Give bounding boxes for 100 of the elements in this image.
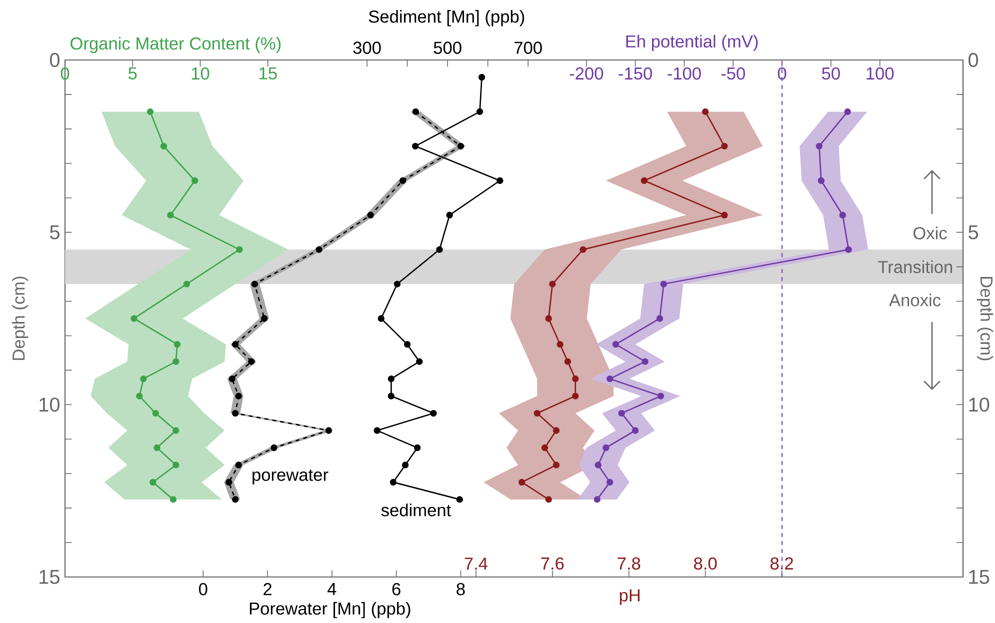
point xyxy=(183,280,190,288)
point xyxy=(556,341,564,348)
x2-tick-label: -50 xyxy=(721,67,745,80)
x-tick-label: 6 xyxy=(392,583,400,596)
point xyxy=(167,212,174,218)
x-tick-label: 7.4 xyxy=(464,558,488,570)
x2-tick-label: 500 xyxy=(434,42,462,54)
x2-tick-label: -200 xyxy=(570,67,604,80)
x-tick-label: 2 xyxy=(264,583,272,596)
point xyxy=(390,478,397,486)
point xyxy=(721,142,728,150)
point xyxy=(496,177,504,184)
x-axis-title: pH xyxy=(620,589,640,605)
y2-tick-label: 10 xyxy=(969,398,990,412)
x-tick-label: 8 xyxy=(456,583,465,596)
x-tick-label: 7.8 xyxy=(618,557,640,570)
point xyxy=(174,341,181,348)
point xyxy=(606,478,614,486)
point xyxy=(594,462,602,468)
point xyxy=(236,246,243,253)
point xyxy=(430,410,437,417)
x-axis-title: Porewater [Mn] (ppb) xyxy=(250,602,410,618)
x2-tick-label: 15 xyxy=(260,67,277,80)
point xyxy=(130,315,138,322)
x-tick-label: 8.0 xyxy=(694,557,717,570)
point xyxy=(412,142,419,150)
point xyxy=(136,392,143,400)
point xyxy=(541,444,548,452)
point xyxy=(172,427,180,434)
point xyxy=(580,246,586,253)
point xyxy=(160,142,168,150)
point xyxy=(414,444,421,452)
point xyxy=(642,358,648,365)
point xyxy=(146,108,154,116)
point xyxy=(374,427,380,434)
point xyxy=(518,478,526,486)
point xyxy=(552,462,560,468)
point xyxy=(154,444,160,452)
x-tick-label: 4 xyxy=(328,583,336,595)
x2-tick-label: 5 xyxy=(128,67,137,80)
y2-tick-label: 15 xyxy=(969,570,990,584)
y2-tick-label: 5 xyxy=(968,225,978,240)
point xyxy=(606,375,614,382)
x-tick-label: 7.6 xyxy=(541,557,564,570)
point xyxy=(818,177,824,184)
point xyxy=(594,496,600,503)
point xyxy=(436,246,443,253)
x2-tick-label: 50 xyxy=(822,67,840,80)
x2-tick-label: -100 xyxy=(668,67,701,80)
y-tick-label: 10 xyxy=(40,398,60,412)
x2-tick-label: 0 xyxy=(778,67,786,80)
point xyxy=(602,444,610,452)
point xyxy=(378,315,384,322)
point xyxy=(192,177,198,184)
annotation: Anoxic xyxy=(889,294,941,306)
point xyxy=(394,280,401,288)
point xyxy=(844,108,851,116)
x2-tick-label: 300 xyxy=(353,42,381,54)
point xyxy=(388,392,395,400)
point xyxy=(640,177,648,184)
point xyxy=(150,478,156,486)
x-tick-label: 8.2 xyxy=(770,557,793,570)
point xyxy=(172,358,180,365)
x2-axis-title: Sediment [Mn] (ppb) xyxy=(368,10,524,26)
point xyxy=(388,375,395,382)
point xyxy=(446,212,453,218)
point xyxy=(612,341,620,348)
y-tick-label: 15 xyxy=(40,570,60,584)
x2-tick-label: 10 xyxy=(192,67,210,80)
x2-tick-label: 700 xyxy=(514,42,542,54)
band-label: Transition xyxy=(878,260,952,274)
point xyxy=(721,212,728,218)
x2-tick-label: -150 xyxy=(618,67,652,80)
point xyxy=(702,108,709,116)
point xyxy=(632,427,639,434)
x2-axis-title: Organic Matter Content (%) xyxy=(70,36,281,54)
point xyxy=(660,280,668,288)
point xyxy=(140,375,147,382)
point xyxy=(456,496,463,503)
point xyxy=(170,496,177,503)
x2-tick-label: 100 xyxy=(866,67,894,80)
point xyxy=(402,462,409,468)
annotation: Oxic xyxy=(913,226,947,240)
annotation: porewater xyxy=(252,470,328,484)
point xyxy=(172,462,180,468)
annotation: sediment xyxy=(381,504,452,516)
point xyxy=(404,341,411,348)
point xyxy=(839,212,846,218)
x2-axis-title: Eh potential (mV) xyxy=(626,34,758,52)
point xyxy=(845,246,852,253)
point xyxy=(416,358,423,365)
point xyxy=(552,427,560,434)
point xyxy=(618,410,625,417)
point xyxy=(545,496,552,503)
y-tick-label: 5 xyxy=(50,225,60,240)
point xyxy=(572,392,579,400)
y-axis-title: Depth (cm) xyxy=(12,276,28,360)
point xyxy=(816,142,823,150)
y2-axis-title: Depth (cm) xyxy=(976,277,994,360)
y2-tick-label: 0 xyxy=(968,52,978,68)
